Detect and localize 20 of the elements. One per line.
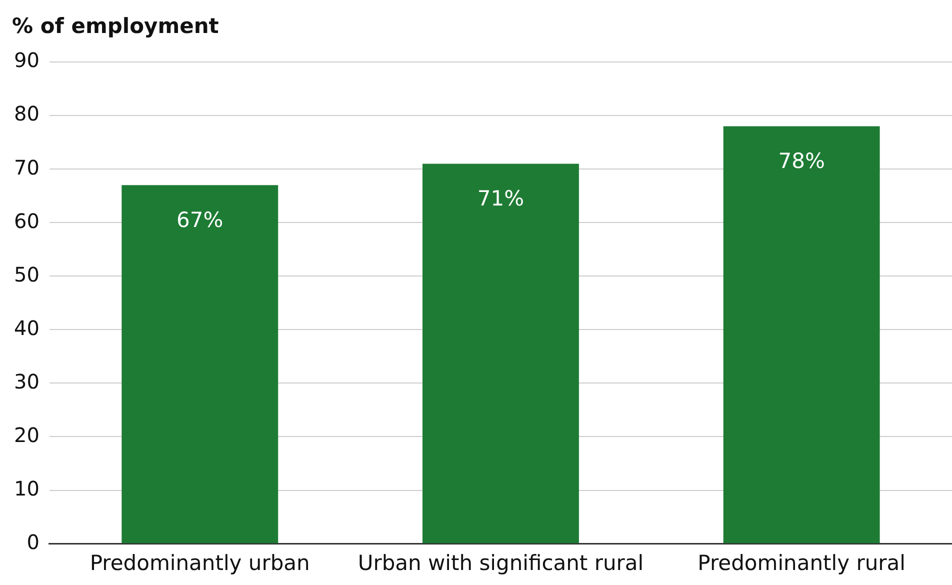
y-tick-label: 80 xyxy=(14,102,40,126)
x-tick-label: Predominantly rural xyxy=(698,550,906,575)
y-tick-label: 0 xyxy=(26,530,40,554)
y-tick-label: 40 xyxy=(14,316,40,340)
data-label: 67% xyxy=(176,208,224,232)
y-tick-label: 10 xyxy=(14,476,40,500)
y-tick-label: 30 xyxy=(14,369,40,394)
x-tick-label: Urban with significant rural xyxy=(358,550,644,575)
y-axis-title: % of employment xyxy=(12,14,219,38)
bar xyxy=(422,164,579,544)
data-label: 78% xyxy=(778,149,825,174)
bar xyxy=(122,185,278,544)
bar xyxy=(723,126,880,544)
y-tick-label: 50 xyxy=(14,262,40,286)
data-label: 71% xyxy=(477,186,524,211)
y-tick-label: 70 xyxy=(14,155,40,180)
x-tick-label: Predominantly urban xyxy=(90,550,310,575)
y-tick-label: 20 xyxy=(14,422,40,447)
y-tick-label: 90 xyxy=(14,48,40,72)
y-tick-label: 60 xyxy=(14,208,40,233)
